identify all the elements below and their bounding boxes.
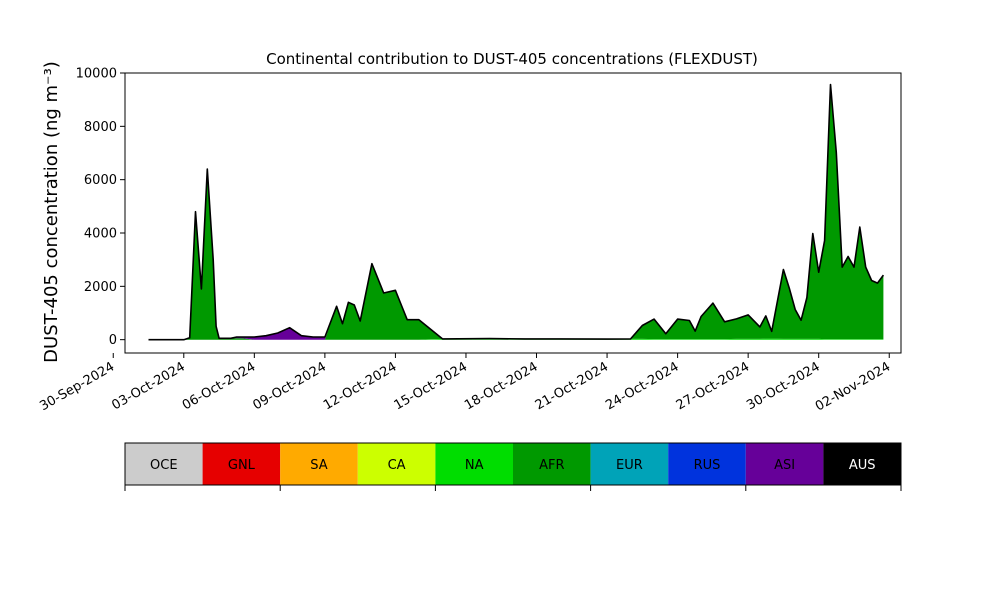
y-tick-label: 10000: [76, 67, 117, 82]
x-tick-label: 12-Oct-2024: [321, 359, 399, 413]
y-axis-label: DUST-405 concentration (ng m⁻³): [41, 61, 62, 363]
x-tick-label: 18-Oct-2024: [462, 359, 540, 413]
x-tick-label: 30-Oct-2024: [744, 359, 822, 413]
legend-swatch-gnl: [202, 443, 281, 485]
legend-label-gnl: GNL: [228, 458, 256, 473]
area-series-afr: [148, 84, 884, 340]
legend-swatch-asi: [745, 443, 824, 485]
legend-swatch-oce: [125, 443, 203, 485]
x-tick-label: 27-Oct-2024: [674, 359, 752, 413]
x-tick-label: 24-Oct-2024: [603, 359, 681, 413]
legend-label-rus: RUS: [694, 458, 721, 473]
x-tick-label: 03-Oct-2024: [109, 359, 187, 413]
legend-swatch-na: [435, 443, 513, 485]
y-tick-label: 8000: [84, 120, 117, 135]
legend-label-ca: CA: [388, 458, 406, 473]
x-tick-label: 15-Oct-2024: [392, 359, 470, 413]
legend-swatch-ca: [357, 443, 436, 485]
legend-frame: [124, 442, 902, 486]
legend-swatch-eur: [590, 443, 669, 485]
legend-label-oce: OCE: [150, 458, 178, 473]
chart-title: Continental contribution to DUST-405 con…: [266, 50, 758, 68]
total-concentration-line: [148, 83, 885, 341]
legend-label-asi: ASI: [774, 458, 795, 473]
area-series-rus: [148, 84, 884, 340]
legend-label-eur: EUR: [616, 458, 643, 473]
y-tick-label: 2000: [84, 280, 117, 295]
legend-label-na: NA: [465, 458, 484, 473]
legend-label-afr: AFR: [539, 458, 564, 473]
y-tick-label: 4000: [84, 227, 117, 242]
x-tick-label: 06-Oct-2024: [180, 359, 258, 413]
legend-swatch-aus: [823, 443, 901, 485]
x-tick-label: 21-Oct-2024: [533, 359, 611, 413]
legend-swatch-afr: [513, 443, 591, 485]
y-tick-label: 6000: [84, 173, 117, 188]
y-tick-label: 0: [109, 333, 117, 348]
area-series-asi: [148, 84, 884, 340]
plot-frame: [124, 72, 902, 354]
legend: OCE GNL SA CA NA AFR EUR RUS ASI AUS: [124, 442, 902, 491]
legend-swatch-rus: [668, 443, 746, 485]
x-tick-label: 30-Sep-2024: [37, 359, 117, 414]
x-tick-label: 02-Nov-2024: [813, 359, 893, 414]
y-axis: 0 2000 4000 6000 8000 10000: [76, 67, 125, 348]
legend-label-sa: SA: [310, 458, 327, 473]
x-axis: 30-Sep-202403-Oct-202406-Oct-202409-Oct-…: [37, 353, 893, 414]
legend-label-aus: AUS: [849, 458, 876, 473]
x-tick-label: 09-Oct-2024: [251, 359, 329, 413]
legend-swatch-sa: [280, 443, 358, 485]
plot-area: [148, 83, 885, 341]
